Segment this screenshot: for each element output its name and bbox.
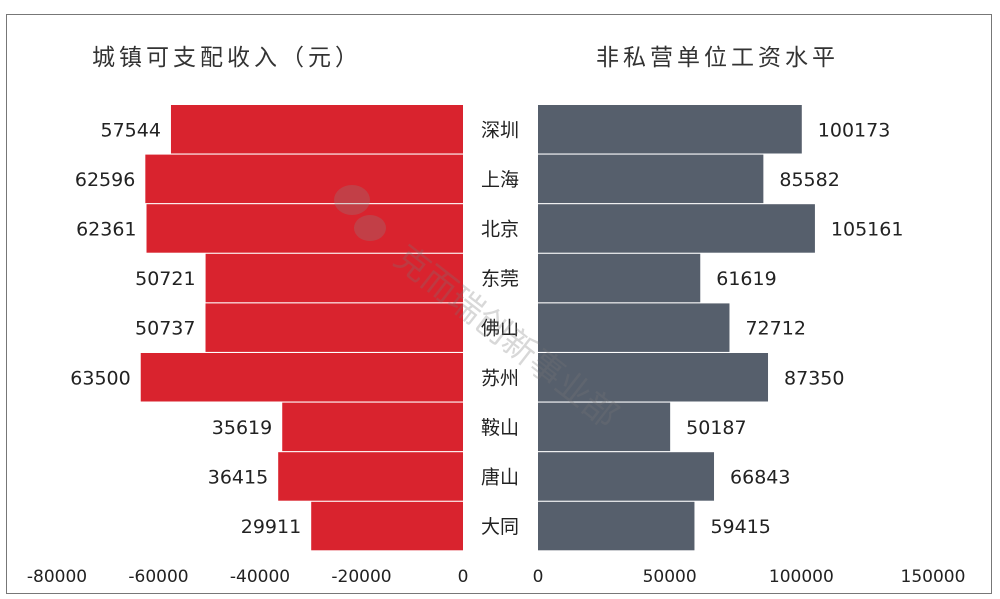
left-bar xyxy=(140,353,464,402)
left-value-label: 50721 xyxy=(135,268,195,290)
right-chart-title: 非私营单位工资水平 xyxy=(596,45,839,71)
left-axis-tick: -60000 xyxy=(128,567,188,587)
right-value-label: 85582 xyxy=(779,169,839,191)
left-bar xyxy=(205,303,464,352)
left-bar xyxy=(205,253,463,303)
left-value-label: 50737 xyxy=(135,318,195,340)
left-bar xyxy=(170,105,463,154)
right-bar xyxy=(538,402,671,452)
right-bar xyxy=(538,105,802,154)
right-value-label: 87350 xyxy=(784,367,844,389)
category-label: 佛山 xyxy=(481,318,519,340)
left-axis-tick: -40000 xyxy=(230,567,290,587)
category-label: 苏州 xyxy=(481,367,519,389)
right-bar xyxy=(538,501,695,551)
category-label: 深圳 xyxy=(481,119,519,141)
right-axis-tick: 150000 xyxy=(901,567,966,587)
wechat-icon xyxy=(334,185,370,215)
left-value-label: 62596 xyxy=(75,169,135,191)
right-bar xyxy=(538,253,701,303)
category-label: 上海 xyxy=(481,169,519,191)
right-bar xyxy=(538,353,769,402)
left-bar xyxy=(311,501,463,551)
right-value-label: 105161 xyxy=(831,218,904,240)
left-bar xyxy=(278,452,463,501)
left-axis-tick: -80000 xyxy=(27,567,87,587)
left-chart-title: 城镇可支配收入（元） xyxy=(92,45,362,71)
category-label: 鞍山 xyxy=(481,417,519,439)
right-bar xyxy=(538,154,764,204)
right-value-label: 59415 xyxy=(710,516,770,538)
right-value-label: 72712 xyxy=(745,318,805,340)
left-value-label: 29911 xyxy=(241,516,301,538)
left-value-label: 63500 xyxy=(70,367,130,389)
category-label: 北京 xyxy=(481,218,519,240)
left-bar xyxy=(282,402,463,452)
category-label: 唐山 xyxy=(481,466,519,488)
right-axis-tick: 0 xyxy=(533,567,544,587)
right-bar xyxy=(538,452,715,501)
left-axis-tick: -20000 xyxy=(331,567,391,587)
right-value-label: 66843 xyxy=(730,466,790,488)
right-value-label: 61619 xyxy=(716,268,776,290)
wechat-icon-bubble xyxy=(354,215,386,241)
left-value-label: 62361 xyxy=(76,218,136,240)
left-bar xyxy=(146,204,463,253)
category-label: 大同 xyxy=(481,516,519,538)
chart-frame xyxy=(6,14,992,594)
right-bar xyxy=(538,303,730,352)
right-axis-tick: 50000 xyxy=(643,567,697,587)
left-value-label: 57544 xyxy=(101,119,161,141)
left-bar xyxy=(145,154,463,204)
right-value-label: 100173 xyxy=(818,119,891,141)
right-axis-tick: 100000 xyxy=(769,567,834,587)
right-bar xyxy=(538,204,815,253)
left-value-label: 36415 xyxy=(208,466,268,488)
left-axis-tick: 0 xyxy=(458,567,469,587)
right-value-label: 50187 xyxy=(686,417,746,439)
left-value-label: 35619 xyxy=(212,417,272,439)
category-label: 东莞 xyxy=(481,268,519,290)
